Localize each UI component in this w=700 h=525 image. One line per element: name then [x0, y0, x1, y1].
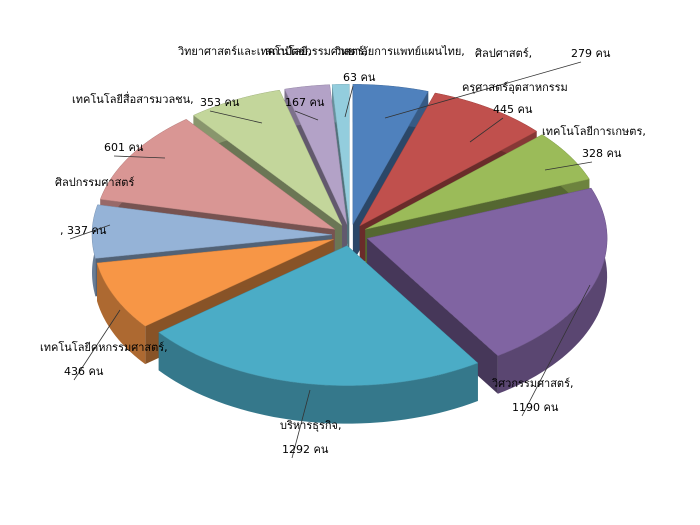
- value-label: 601 คน: [104, 141, 144, 154]
- slice: [158, 245, 479, 386]
- leader-line: [544, 161, 593, 171]
- category-label: วิทยาศาสตร์และเทคโนโลยี,: [177, 44, 311, 58]
- slice: [359, 92, 538, 227]
- slice: [366, 187, 608, 357]
- category-label: สถาปัตยกรรมศาสตร์,: [265, 45, 367, 58]
- value-label: 63 คน: [343, 71, 376, 84]
- category-label: เทคโนโลยีสื่อสารมวลชน,: [72, 91, 194, 106]
- leader-line: [294, 110, 319, 121]
- category-label: เทคโนโลยีคหกรรมศาสตร์,: [40, 340, 168, 354]
- leader-line: [73, 309, 121, 381]
- category-label: วิศวกรรมศาสตร์,: [491, 377, 573, 390]
- leader-line: [69, 224, 111, 240]
- value-label: 328 คน: [582, 147, 622, 160]
- value-label: 1190 คน: [512, 401, 559, 414]
- value-label: 279 คน: [571, 47, 611, 60]
- category-label: วิทยาลัยการแพทย์แผนไทย,: [334, 45, 465, 58]
- slice: [99, 118, 336, 230]
- value-label: , 337 คน: [60, 224, 107, 237]
- slice: [331, 83, 350, 225]
- slice-side: [158, 332, 478, 424]
- slice: [365, 134, 590, 230]
- slice: [158, 245, 479, 424]
- value-label: 445 คน: [493, 103, 533, 116]
- leader-line: [469, 117, 504, 143]
- category-label: บริหารธุรกิจ,: [280, 419, 341, 432]
- leader-line: [209, 110, 263, 124]
- leader-line: [291, 389, 311, 459]
- category-label: ศิลปกรรมศาสตร์: [55, 176, 134, 189]
- category-label: ศิลปศาสตร์,: [475, 47, 532, 60]
- value-label: 167 คน: [285, 96, 325, 109]
- slice: [192, 89, 343, 226]
- leader-line: [344, 85, 354, 118]
- category-label: ครุศาสตร์อุตสาหกรรม: [462, 81, 568, 94]
- slice: [96, 239, 334, 327]
- slice: [352, 84, 429, 226]
- category-label: เทคโนโลยีการเกษตร,: [542, 124, 646, 138]
- leader-line: [384, 61, 582, 119]
- slice-side: [97, 263, 146, 365]
- slice: [284, 84, 348, 225]
- value-label: 1292 คน: [282, 443, 329, 456]
- leader-line: [113, 155, 166, 159]
- value-label: 353 คน: [200, 96, 240, 109]
- value-label: 436 คน: [64, 365, 104, 378]
- leader-line: [521, 284, 591, 417]
